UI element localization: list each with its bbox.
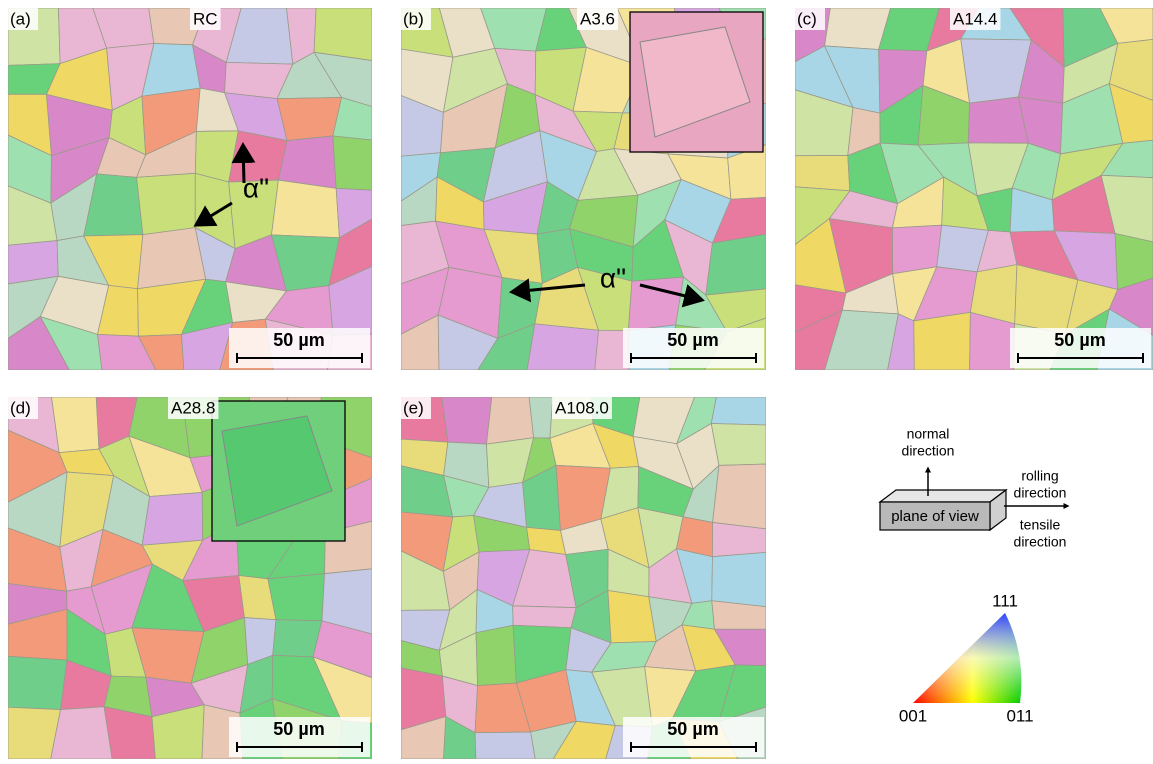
ipf-label: 111 bbox=[992, 591, 1018, 610]
grain bbox=[527, 324, 598, 370]
panel-label: (c) bbox=[797, 9, 817, 28]
normal-label: normal bbox=[907, 426, 950, 442]
grain bbox=[968, 97, 1028, 143]
grain bbox=[442, 397, 492, 444]
figure: plane of view normal direction rolling d… bbox=[0, 0, 1153, 759]
panel-title: A3.6 bbox=[580, 9, 615, 28]
ipf-label: 001 bbox=[899, 706, 927, 725]
ebsd-map bbox=[401, 397, 766, 759]
grain bbox=[277, 97, 341, 140]
panel-title: A14.4 bbox=[953, 9, 997, 28]
ebsd-map bbox=[401, 8, 766, 370]
grain bbox=[138, 228, 206, 289]
annotation: α" bbox=[243, 172, 269, 203]
ipf-label: 011 bbox=[1006, 706, 1033, 725]
sample-schematic: plane of view normal direction rolling d… bbox=[880, 426, 1068, 550]
grain bbox=[475, 732, 535, 759]
grain bbox=[278, 136, 336, 188]
arrow bbox=[243, 145, 244, 183]
grain bbox=[712, 552, 766, 606]
box-label: plane of view bbox=[891, 508, 979, 525]
grain bbox=[795, 155, 850, 190]
rolling-label: rolling bbox=[1021, 468, 1058, 484]
grain bbox=[706, 234, 766, 295]
panel-label-group: (c) bbox=[795, 8, 825, 30]
panel-label: (a) bbox=[10, 9, 31, 28]
ebsd-map bbox=[8, 397, 372, 759]
grain bbox=[314, 8, 372, 61]
grain bbox=[476, 625, 516, 685]
ipf-key: 111 001 011 bbox=[899, 591, 1034, 725]
grain bbox=[8, 656, 67, 709]
scale-label: 50 µm bbox=[273, 330, 324, 350]
grain bbox=[711, 423, 766, 465]
ebsd-map bbox=[8, 8, 372, 370]
grain bbox=[486, 397, 533, 444]
panel-label-group: (d) bbox=[8, 397, 38, 419]
grain bbox=[513, 606, 577, 628]
grain bbox=[52, 397, 99, 453]
grain bbox=[51, 707, 112, 759]
panel-label: (e) bbox=[403, 398, 424, 417]
rolling-label: direction bbox=[1014, 485, 1067, 501]
grain bbox=[137, 173, 196, 234]
panel-label: (b) bbox=[403, 9, 424, 28]
grain bbox=[271, 180, 339, 238]
grain bbox=[711, 397, 766, 425]
annotation: α" bbox=[600, 262, 626, 293]
scale-label: 50 µm bbox=[1054, 330, 1105, 350]
tensile-label: tensile bbox=[1020, 517, 1061, 533]
grain bbox=[268, 574, 325, 621]
grain bbox=[529, 397, 553, 438]
grain bbox=[142, 492, 202, 545]
panel-label-group: (e) bbox=[401, 397, 431, 419]
scale-label: 50 µm bbox=[667, 719, 718, 739]
panel-label-group: (a) bbox=[8, 8, 38, 30]
ebsd-map bbox=[795, 8, 1153, 370]
grain bbox=[712, 522, 766, 556]
grain bbox=[892, 225, 941, 274]
grain bbox=[713, 464, 766, 529]
panel-label-group: (b) bbox=[401, 8, 431, 30]
normal-label: direction bbox=[902, 443, 955, 459]
scale-label: 50 µm bbox=[667, 330, 718, 350]
panel-title: A28.8 bbox=[171, 398, 215, 417]
tensile-label: direction bbox=[1014, 534, 1067, 550]
grain bbox=[628, 277, 683, 331]
panel-title: RC bbox=[193, 9, 218, 28]
panel-title: A108.0 bbox=[555, 398, 609, 417]
page: plane of view normal direction rolling d… bbox=[0, 0, 1153, 764]
scale-label: 50 µm bbox=[273, 719, 324, 739]
grain bbox=[333, 136, 372, 190]
panel-label: (d) bbox=[10, 398, 31, 417]
grain bbox=[914, 312, 971, 370]
